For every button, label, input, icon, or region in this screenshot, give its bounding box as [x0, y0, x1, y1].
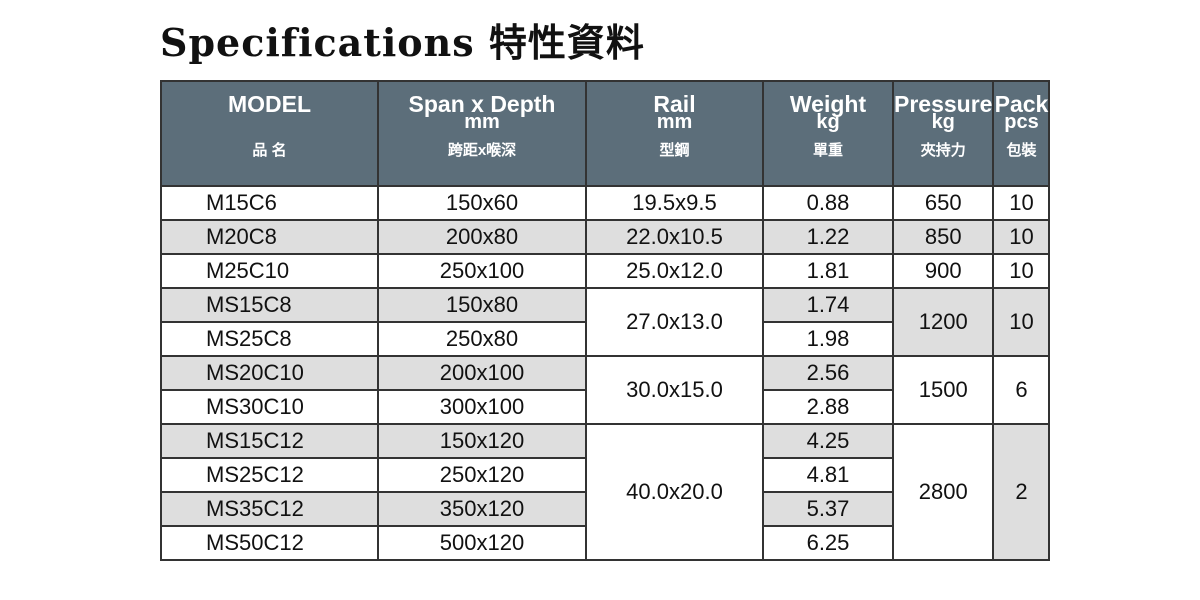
header-en2: pcs [1004, 111, 1039, 133]
weight-cell: 6.25 [762, 525, 894, 561]
span-cell: 250x120 [377, 457, 587, 493]
rail-cell: 27.0x13.0 [585, 287, 764, 357]
pressure-cell: 1200 [891, 287, 995, 357]
rail-cell: 40.0x20.0 [585, 423, 764, 561]
rail-cell: 19.5x9.5 [585, 185, 764, 221]
weight-cell: 2.88 [762, 389, 894, 425]
column-header: Span x Depth mm 跨距x喉深 [377, 80, 587, 187]
rail-cell: 30.0x15.0 [585, 355, 764, 425]
table-row: MS25C8 250x80 1.98 [160, 321, 1049, 357]
model-cell: M15C6 [160, 185, 379, 221]
pressure-cell: 850 [891, 219, 995, 255]
rail-cell: 25.0x12.0 [585, 253, 764, 289]
page-title: Specifications 特性資料 [160, 20, 645, 65]
span-cell: 150x60 [377, 185, 587, 221]
pack-cell: 10 [992, 253, 1051, 289]
table-row: MS50C12 500x120 6.25 [160, 525, 1049, 561]
header-en2: kg [931, 111, 955, 133]
rail-cell: 22.0x10.5 [585, 219, 764, 255]
pack-cell: 10 [992, 219, 1051, 255]
model-cell: MS20C10 [160, 355, 379, 391]
header-zh: 品 名 [252, 142, 287, 159]
model-cell: M25C10 [160, 253, 379, 289]
pressure-cell: 2800 [891, 423, 995, 561]
span-cell: 200x100 [377, 355, 587, 391]
model-cell: MS50C12 [160, 525, 379, 561]
header-zh: 跨距x喉深 [447, 142, 517, 159]
span-cell: 300x100 [377, 389, 587, 425]
weight-cell: 5.37 [762, 491, 894, 527]
header-en2: mm [464, 111, 500, 133]
pressure-cell: 650 [891, 185, 995, 221]
weight-cell: 2.56 [762, 355, 894, 391]
header-en2 [162, 114, 377, 131]
model-cell: MS30C10 [160, 389, 379, 425]
weight-cell: 1.81 [762, 253, 894, 289]
header-en: Weight [789, 91, 867, 117]
column-header: Rail mm 型鋼 [585, 80, 764, 187]
table-row: M25C10 250x100 25.0x12.0 1.81 900 10 [160, 253, 1051, 289]
weight-cell: 1.22 [762, 219, 894, 255]
pack-cell: 10 [992, 287, 1051, 357]
span-cell: 150x120 [377, 423, 587, 459]
column-header: Pressure kg 夾持力 [891, 80, 995, 187]
table-row: MS30C10 300x100 2.88 [160, 389, 1049, 425]
model-cell: MS15C8 [160, 287, 379, 323]
pack-cell: 6 [992, 355, 1051, 425]
table-row: M15C6 150x60 19.5x9.5 0.88 650 10 [160, 185, 1051, 221]
weight-cell: 1.98 [762, 321, 894, 357]
model-cell: MS25C12 [160, 457, 379, 493]
pack-cell: 10 [992, 185, 1051, 221]
span-cell: 150x80 [377, 287, 587, 323]
header-en: Span x Depth [408, 91, 556, 117]
header-en2: kg [816, 111, 840, 133]
header-en: Pressure [894, 91, 993, 117]
table-row: M20C8 200x80 22.0x10.5 1.22 850 10 [160, 219, 1051, 255]
table-row: MS15C8 150x80 27.0x13.0 1.74 1200 10 [160, 287, 1051, 357]
span-cell: 250x100 [377, 253, 587, 289]
header-zh: 型鋼 [659, 142, 690, 159]
span-cell: 500x120 [377, 525, 587, 561]
span-cell: 350x120 [377, 491, 587, 527]
model-cell: MS35C12 [160, 491, 379, 527]
column-header: Pack pcs 包裝 [992, 80, 1051, 187]
table-row: MS15C12 150x120 40.0x20.0 4.25 2800 2 [160, 423, 1051, 561]
table-row: MS25C12 250x120 4.81 [160, 457, 1049, 493]
table-row: MS35C12 350x120 5.37 [160, 491, 1049, 527]
weight-cell: 4.25 [762, 423, 894, 459]
pressure-cell: 1500 [891, 355, 995, 425]
table-row: MS20C10 200x100 30.0x15.0 2.56 1500 6 [160, 355, 1051, 425]
header-zh: 單重 [812, 142, 843, 159]
column-header: Weight kg 單重 [762, 80, 894, 187]
header-en: MODEL [227, 91, 312, 117]
weight-cell: 0.88 [762, 185, 894, 221]
pack-cell: 2 [992, 423, 1051, 561]
specifications-table: MODEL 品 名 Span x Depth mm 跨距x喉深 Rail mm 型鋼 Weig… [160, 80, 1051, 561]
header-zh: 夾持力 [920, 142, 966, 159]
header-en: Pack [994, 91, 1049, 117]
model-cell: MS25C8 [160, 321, 379, 357]
model-cell: MS15C12 [160, 423, 379, 459]
span-cell: 250x80 [377, 321, 587, 357]
header-en: Rail [653, 91, 696, 117]
header-en2: mm [656, 111, 693, 133]
header-zh: 包裝 [1006, 142, 1037, 159]
model-cell: M20C8 [160, 219, 379, 255]
column-header: MODEL 品 名 [160, 80, 379, 187]
weight-cell: 4.81 [762, 457, 894, 493]
span-cell: 200x80 [377, 219, 587, 255]
weight-cell: 1.74 [762, 287, 894, 323]
pressure-cell: 900 [891, 253, 995, 289]
